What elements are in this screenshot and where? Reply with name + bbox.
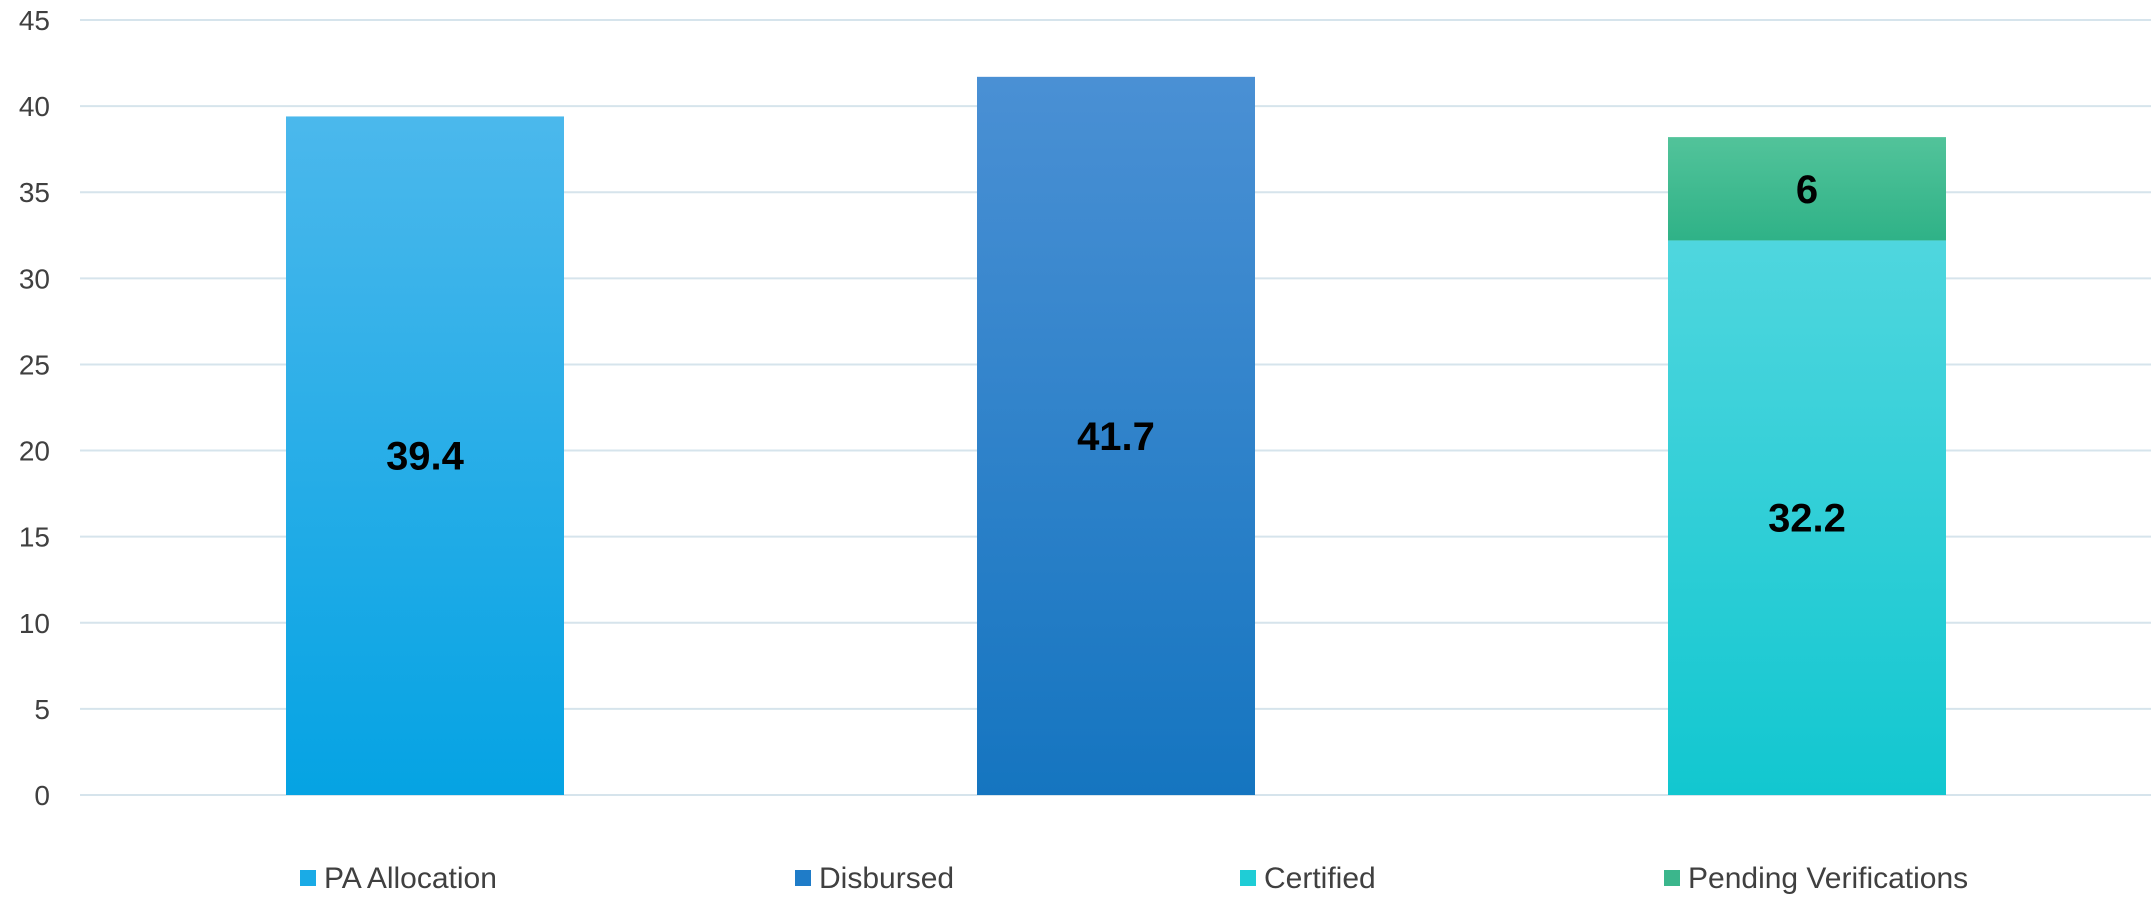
y-tick-label-15: 15 <box>19 522 50 553</box>
data-labels: 39.4 41.7 32.2 6 <box>386 168 1846 541</box>
y-tick-label-30: 30 <box>19 263 50 294</box>
legend: PA Allocation Disbursed Certified Pending V… <box>300 862 1968 895</box>
data-label-certified: 32.2 <box>1768 497 1846 541</box>
legend-label-disbursed: Disbursed <box>819 862 954 895</box>
y-tick-label-5: 5 <box>34 694 50 725</box>
data-label-pa-allocation: 39.4 <box>386 435 465 479</box>
legend-item-certified: Certified <box>1240 862 1376 895</box>
legend-label-certified: Certified <box>1264 862 1376 895</box>
bar-certified <box>1668 240 1946 795</box>
bar-pending-verifications <box>1668 137 1946 241</box>
legend-label-pa-allocation: PA Allocation <box>324 862 497 895</box>
bars <box>286 76 1946 796</box>
legend-item-disbursed: Disbursed <box>795 862 954 895</box>
legend-swatch-pa-allocation <box>300 870 316 886</box>
y-axis-ticks: 0 5 10 15 20 25 30 35 40 45 <box>19 5 50 811</box>
y-tick-label-25: 25 <box>19 349 50 380</box>
y-tick-label-20: 20 <box>19 436 50 467</box>
data-label-pending-verifications: 6 <box>1796 168 1818 212</box>
legend-swatch-disbursed <box>795 870 811 886</box>
legend-item-pending-verifications: Pending Verifications <box>1664 862 1968 895</box>
legend-swatch-pending-verifications <box>1664 870 1680 886</box>
y-tick-label-10: 10 <box>19 608 50 639</box>
data-label-disbursed: 41.7 <box>1077 415 1155 459</box>
y-tick-label-35: 35 <box>19 177 50 208</box>
y-tick-label-0: 0 <box>34 780 50 811</box>
y-tick-label-45: 45 <box>19 5 50 36</box>
bar-pa-allocation <box>286 116 564 795</box>
legend-item-pa-allocation: PA Allocation <box>300 862 497 895</box>
legend-label-pending-verifications: Pending Verifications <box>1688 862 1968 895</box>
y-tick-label-40: 40 <box>19 91 50 122</box>
legend-swatch-certified <box>1240 870 1256 886</box>
bar-disbursed <box>977 76 1255 796</box>
